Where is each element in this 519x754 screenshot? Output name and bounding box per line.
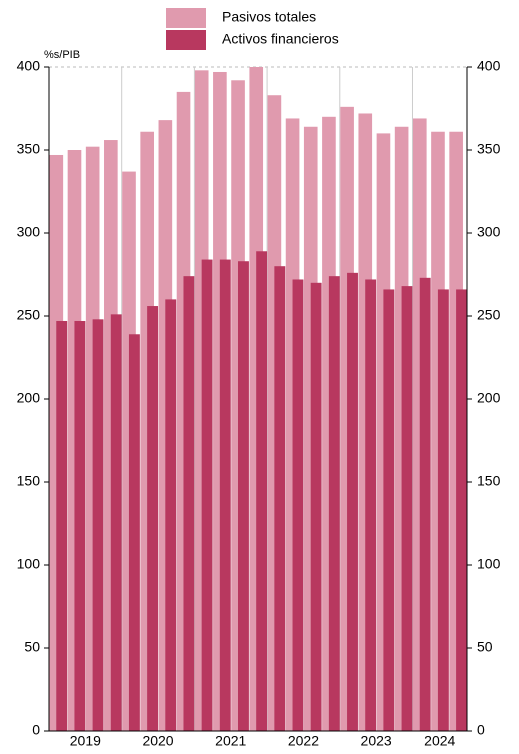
bar	[165, 299, 177, 731]
x-tick-label: 2020	[142, 733, 173, 749]
legend-swatch	[166, 8, 206, 28]
bar	[365, 279, 377, 731]
bar	[128, 334, 140, 731]
bar	[419, 277, 431, 731]
y-tick-label: 150	[17, 473, 41, 489]
y-tick-label: 50	[24, 639, 40, 655]
y2-tick-label: 350	[477, 141, 501, 157]
unit-label: %s/PIB	[44, 49, 80, 61]
x-tick-label: 2022	[288, 733, 319, 749]
bar	[456, 289, 467, 731]
bar	[110, 314, 122, 731]
bar	[383, 289, 395, 731]
bar	[437, 289, 449, 731]
bar	[292, 279, 304, 731]
bar	[274, 266, 286, 731]
y2-tick-label: 0	[477, 722, 485, 738]
y-tick-label: 100	[17, 556, 41, 572]
bar	[401, 286, 413, 731]
bar	[347, 272, 358, 731]
bar	[238, 261, 249, 731]
y2-tick-label: 400	[477, 58, 501, 74]
x-tick-label: 2019	[70, 733, 101, 749]
y2-tick-label: 300	[477, 224, 501, 240]
y-tick-label: 200	[17, 390, 41, 406]
bar	[310, 282, 322, 731]
y-tick-label: 350	[17, 141, 41, 157]
x-tick-label: 2023	[361, 733, 392, 749]
y2-tick-label: 100	[477, 556, 501, 572]
bar	[328, 276, 340, 731]
bar	[92, 319, 104, 731]
x-tick-label: 2021	[215, 733, 246, 749]
bar	[256, 251, 268, 731]
y2-tick-label: 150	[477, 473, 501, 489]
legend-label: Activos financieros	[222, 31, 339, 47]
bar	[74, 320, 86, 731]
x-tick-label: 2024	[424, 733, 455, 749]
y2-tick-label: 50	[477, 639, 493, 655]
y-tick-label: 250	[17, 307, 41, 323]
legend-label: Pasivos totales	[222, 9, 316, 25]
y2-tick-label: 250	[477, 307, 501, 323]
legend-swatch	[166, 30, 206, 50]
y2-tick-label: 200	[477, 390, 501, 406]
bar	[201, 259, 213, 731]
bar	[219, 259, 231, 731]
bar	[147, 306, 159, 731]
y-tick-label: 300	[17, 224, 41, 240]
bar	[183, 276, 195, 731]
y-tick-label: 0	[32, 722, 40, 738]
bar	[56, 320, 68, 731]
y-tick-label: 400	[17, 58, 41, 74]
